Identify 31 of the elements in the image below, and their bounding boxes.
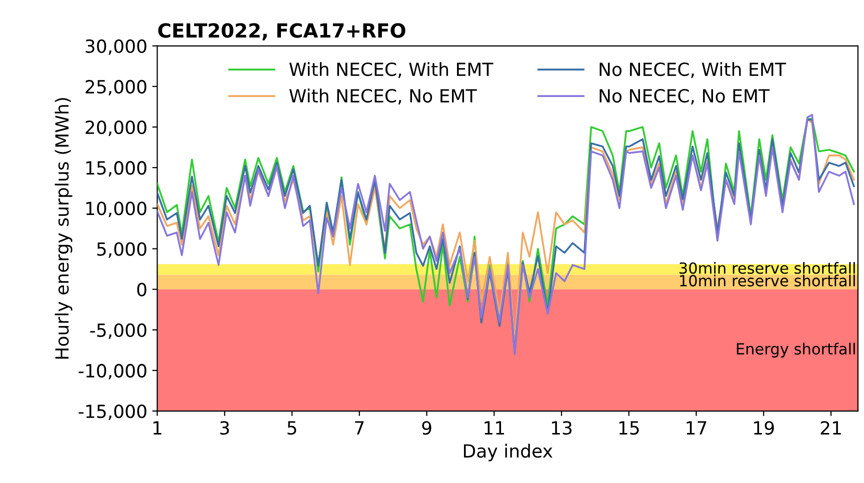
chart-title: CELT2022, FCA17+RFO — [158, 23, 406, 40]
y-tick-label: 25,000 — [86, 80, 146, 96]
x-tick-label: 3 — [220, 421, 229, 435]
legend-label: No NECEC, No EMT — [600, 88, 770, 104]
x-tick-label: 5 — [288, 421, 296, 435]
band-label: 10min reserve shortfall — [680, 274, 855, 286]
x-tick-label: 15 — [619, 421, 639, 435]
y-axis-title: Hourly energy surplus (MWh) — [54, 98, 72, 359]
band-label: Energy shortfall — [736, 342, 855, 358]
y-tick-label: -15,000 — [78, 404, 146, 420]
legend-label: With NECEC, No EMT — [289, 88, 477, 104]
x-tick-label: 1 — [153, 421, 162, 434]
x-tick-label: 19 — [754, 421, 774, 435]
x-tick-label: 13 — [552, 421, 572, 435]
y-tick-label: 5,000 — [97, 242, 146, 258]
y-tick-label: -5,000 — [90, 323, 146, 339]
y-tick-label: -10,000 — [78, 364, 146, 380]
y-tick-label: 0 — [137, 282, 146, 296]
x-tick-label: 7 — [355, 421, 364, 434]
x-tick-label: 9 — [422, 421, 432, 435]
y-tick-label: 15,000 — [86, 161, 146, 177]
x-tick-label: 21 — [820, 421, 841, 434]
legend-label: With NECEC, With EMT — [289, 62, 494, 78]
y-tick-label: 30,000 — [86, 39, 146, 55]
legend-label: No NECEC, With EMT — [600, 62, 786, 78]
x-tick-label: 11 — [484, 421, 504, 434]
y-tick-label: 10,000 — [86, 202, 146, 218]
y-tick-label: 20,000 — [86, 120, 146, 136]
band-label: 30min reserve shortfall — [680, 262, 855, 274]
x-tick-label: 17 — [686, 421, 706, 434]
x-axis-title: Day index — [464, 444, 552, 462]
